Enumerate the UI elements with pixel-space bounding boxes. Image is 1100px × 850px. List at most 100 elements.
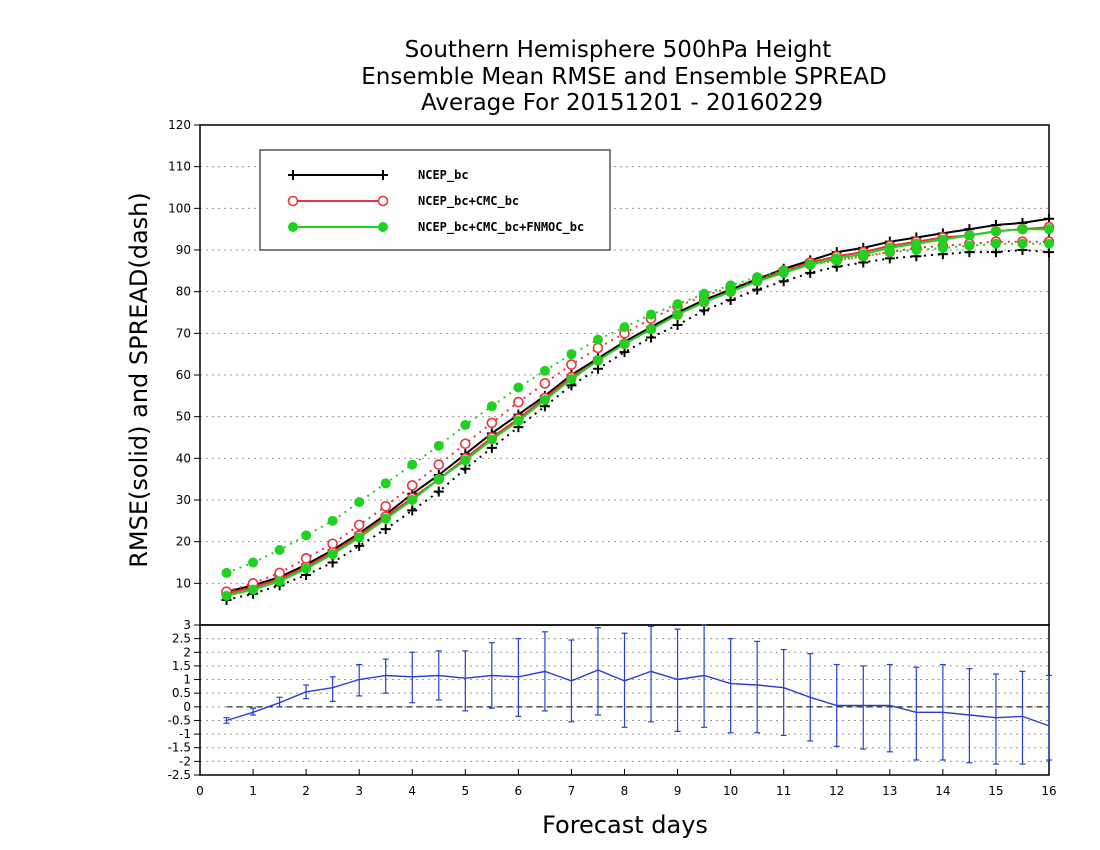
tick-label-y: 2 xyxy=(183,645,191,659)
data-point xyxy=(672,320,683,330)
tick-label-y: -2 xyxy=(179,754,191,768)
data-point xyxy=(406,480,418,491)
tick-label-x: 2 xyxy=(302,784,310,798)
tick-label-y: 50 xyxy=(176,410,191,424)
data-point xyxy=(486,434,497,445)
data-point xyxy=(354,497,365,508)
data-point xyxy=(911,245,922,255)
legend-marker xyxy=(378,170,388,180)
data-point xyxy=(248,557,259,568)
data-point xyxy=(990,226,1001,237)
rmse-spread-panel: 10 20 30 40 50 60 70 80 90 100 110 120 RMSE(solid) a… xyxy=(125,118,1055,626)
data-point xyxy=(831,255,842,266)
series-solid-0 xyxy=(221,213,1054,597)
data-point xyxy=(619,338,630,349)
data-point xyxy=(646,324,657,335)
tick-label-x: 5 xyxy=(461,784,469,798)
data-point xyxy=(646,309,657,320)
chart-title: Southern Hemisphere 500hPa Height Ensemb… xyxy=(361,37,886,116)
data-point xyxy=(327,515,338,526)
data-point xyxy=(805,259,816,270)
data-point xyxy=(566,359,577,370)
title-line-2: Ensemble Mean RMSE and Ensemble SPREAD xyxy=(361,64,886,90)
tick-label-y: 2.5 xyxy=(172,632,191,646)
tick-label-y: 70 xyxy=(176,326,191,340)
series-line xyxy=(226,242,1049,574)
data-point xyxy=(354,532,365,543)
data-point xyxy=(964,230,975,241)
data-point xyxy=(380,524,391,535)
series-line xyxy=(226,248,1050,601)
data-point xyxy=(513,382,524,393)
tick-label-y: -1.5 xyxy=(168,741,191,755)
legend-marker xyxy=(288,170,298,180)
data-point xyxy=(300,553,312,564)
data-point xyxy=(327,557,338,568)
data-point xyxy=(778,265,789,276)
legend-marker xyxy=(377,195,389,207)
tick-label-y: 3 xyxy=(183,618,191,632)
data-point xyxy=(327,549,338,560)
data-point xyxy=(486,401,497,412)
data-point xyxy=(380,513,391,524)
tick-label-x: 1 xyxy=(249,784,257,798)
data-point xyxy=(1044,224,1054,235)
tick-label-y: 80 xyxy=(176,285,191,299)
tick-label-y: -0.5 xyxy=(168,713,191,727)
tick-label-x: 9 xyxy=(674,784,682,798)
data-point xyxy=(407,495,418,505)
data-point xyxy=(778,276,789,287)
data-point xyxy=(353,519,365,531)
tick-label-y: 0 xyxy=(183,700,191,714)
data-point xyxy=(858,251,869,262)
data-point xyxy=(433,440,444,451)
data-point xyxy=(407,459,418,470)
tick-label-y: 20 xyxy=(176,535,191,549)
data-point xyxy=(699,297,710,308)
tick-label-x: 10 xyxy=(723,784,738,798)
series-dash-5 xyxy=(221,238,1054,578)
title-line-3: Average For 20151201 - 20160229 xyxy=(421,90,823,116)
data-point xyxy=(672,299,683,310)
tick-label-y: 90 xyxy=(176,243,191,257)
legend-label: NCEP_bc+CMC_bc xyxy=(418,194,519,209)
data-point xyxy=(592,334,603,345)
tick-label-x: 3 xyxy=(355,784,363,798)
legend-marker xyxy=(287,195,299,207)
series-line xyxy=(226,217,1050,593)
data-point xyxy=(486,442,497,453)
data-point xyxy=(513,396,524,408)
data-point xyxy=(274,567,285,579)
data-point xyxy=(460,438,471,450)
tick-label-x: 0 xyxy=(196,784,204,798)
series-dash-1 xyxy=(221,245,1054,605)
data-point xyxy=(752,272,763,283)
tick-label-y: 1.5 xyxy=(172,659,191,673)
tick-label-x: 16 xyxy=(1041,784,1056,798)
tick-label-x: 7 xyxy=(568,784,576,798)
data-point xyxy=(1044,238,1054,249)
data-point xyxy=(221,567,232,578)
data-point xyxy=(539,395,550,405)
data-point xyxy=(221,590,232,601)
data-point xyxy=(592,355,603,366)
tick-label-y: -2.5 xyxy=(168,768,191,782)
legend-label: NCEP_bc xyxy=(418,168,469,183)
data-point xyxy=(619,322,630,333)
data-point xyxy=(725,280,736,291)
data-point xyxy=(274,545,285,555)
tick-label-x: 13 xyxy=(882,784,897,798)
data-point xyxy=(407,505,418,516)
tick-label-y: 100 xyxy=(168,201,191,215)
tick-label-y: 0.5 xyxy=(172,686,191,700)
data-point xyxy=(937,234,948,245)
tick-label-x: 12 xyxy=(829,784,844,798)
x-axis-title: Forecast days xyxy=(542,811,708,839)
data-point xyxy=(274,576,285,587)
tick-label-y: 10 xyxy=(176,576,191,590)
legend: NCEP_bc NCEP_bc+CMC_bc NCEP_bc+CMC_bc+FNMO… xyxy=(259,149,611,251)
data-point xyxy=(566,349,577,360)
tick-label-x: 15 xyxy=(988,784,1003,798)
y-axis-title: RMSE(solid) and SPREAD(dash) xyxy=(125,192,153,568)
